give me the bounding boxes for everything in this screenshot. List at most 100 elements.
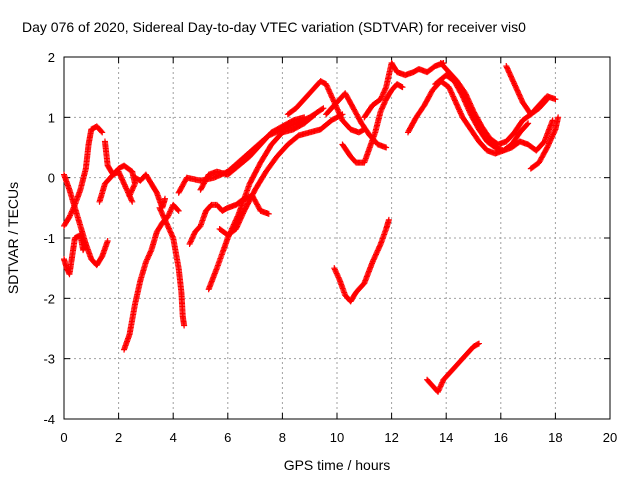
data-point	[168, 205, 175, 212]
data-point	[335, 274, 342, 281]
data-point	[70, 205, 77, 212]
data-point	[436, 386, 443, 393]
data-point	[167, 208, 174, 215]
data-point	[169, 233, 176, 240]
data-point	[475, 340, 482, 347]
series-arc-23	[331, 216, 392, 305]
data-point	[380, 89, 387, 96]
data-point	[233, 216, 240, 223]
data-point	[331, 266, 338, 273]
data-point	[379, 104, 386, 111]
data-point	[71, 203, 78, 210]
data-point	[166, 226, 173, 233]
data-point	[323, 81, 330, 88]
x-axis-label: GPS time / hours	[284, 457, 391, 473]
series-arc-10	[186, 192, 272, 248]
data-point	[436, 384, 443, 391]
data-point	[448, 90, 455, 97]
data-point	[188, 237, 195, 244]
x-tick-label: 18	[548, 430, 562, 445]
data-point	[70, 204, 77, 211]
data-point	[474, 341, 481, 348]
data-point	[68, 208, 75, 215]
data-point	[334, 105, 340, 112]
data-point	[449, 92, 456, 99]
data-point	[525, 120, 532, 127]
data-point	[329, 94, 336, 101]
data-point	[380, 101, 387, 108]
x-tick-label: 16	[494, 430, 508, 445]
data-point	[167, 229, 174, 236]
data-point	[327, 90, 334, 97]
data-point	[377, 96, 384, 103]
data-point	[164, 222, 171, 229]
data-point	[379, 92, 386, 99]
series-arc-24	[424, 340, 482, 395]
data-point	[190, 231, 197, 238]
data-point	[378, 93, 385, 100]
data-point	[265, 210, 272, 217]
data-point	[131, 182, 138, 189]
data-point	[168, 230, 175, 237]
data-point	[329, 95, 336, 102]
data-point	[445, 84, 452, 91]
data-point	[129, 198, 136, 205]
y-tick-label: -3	[43, 352, 55, 367]
data-point	[144, 256, 151, 263]
data-point	[337, 113, 344, 120]
data-point	[143, 257, 150, 264]
data-point	[435, 387, 442, 394]
data-point	[383, 144, 390, 151]
data-point	[128, 187, 135, 194]
data-point	[181, 322, 188, 329]
series-arc-17	[361, 60, 447, 121]
data-point	[381, 98, 388, 105]
data-point	[69, 207, 76, 214]
x-tick-label: 14	[439, 430, 453, 445]
data-point	[378, 105, 385, 112]
series-arc-2	[61, 123, 106, 229]
data-point	[123, 186, 130, 193]
data-point	[330, 97, 337, 104]
x-tick-label: 4	[170, 430, 177, 445]
data-point	[319, 106, 326, 113]
data-point	[336, 110, 343, 117]
y-tick-label: -1	[43, 231, 55, 246]
data-point	[232, 217, 239, 224]
y-tick-label: 1	[48, 110, 55, 125]
data-point	[142, 259, 149, 266]
data-point	[335, 109, 342, 116]
data-point	[380, 102, 387, 109]
data-point	[130, 183, 137, 190]
data-point	[381, 100, 388, 107]
data-point	[435, 388, 442, 395]
data-point	[168, 232, 175, 239]
data-points	[61, 60, 562, 395]
data-point	[382, 85, 389, 92]
series-arc-15	[323, 90, 390, 151]
data-point	[125, 189, 132, 196]
data-point	[162, 195, 169, 202]
y-axis-label: SDTVAR / TECUs	[5, 182, 21, 294]
data-point	[99, 129, 106, 136]
data-point	[334, 273, 341, 280]
series-arc-4	[101, 138, 138, 199]
x-tick-label: 0	[60, 430, 67, 445]
data-point	[335, 107, 342, 114]
data-point	[439, 379, 446, 386]
data-point	[381, 88, 388, 95]
data-point	[323, 82, 330, 89]
data-point	[187, 238, 194, 245]
data-point	[447, 86, 454, 93]
data-point	[187, 239, 194, 246]
data-point	[334, 271, 341, 278]
x-tick-label: 6	[224, 430, 231, 445]
series-arc-22	[527, 114, 562, 172]
data-point	[145, 252, 152, 259]
data-point	[67, 212, 74, 219]
series-arc-6	[96, 168, 136, 205]
data-point	[190, 232, 197, 239]
x-tick-label: 12	[384, 430, 398, 445]
data-point	[126, 193, 133, 200]
